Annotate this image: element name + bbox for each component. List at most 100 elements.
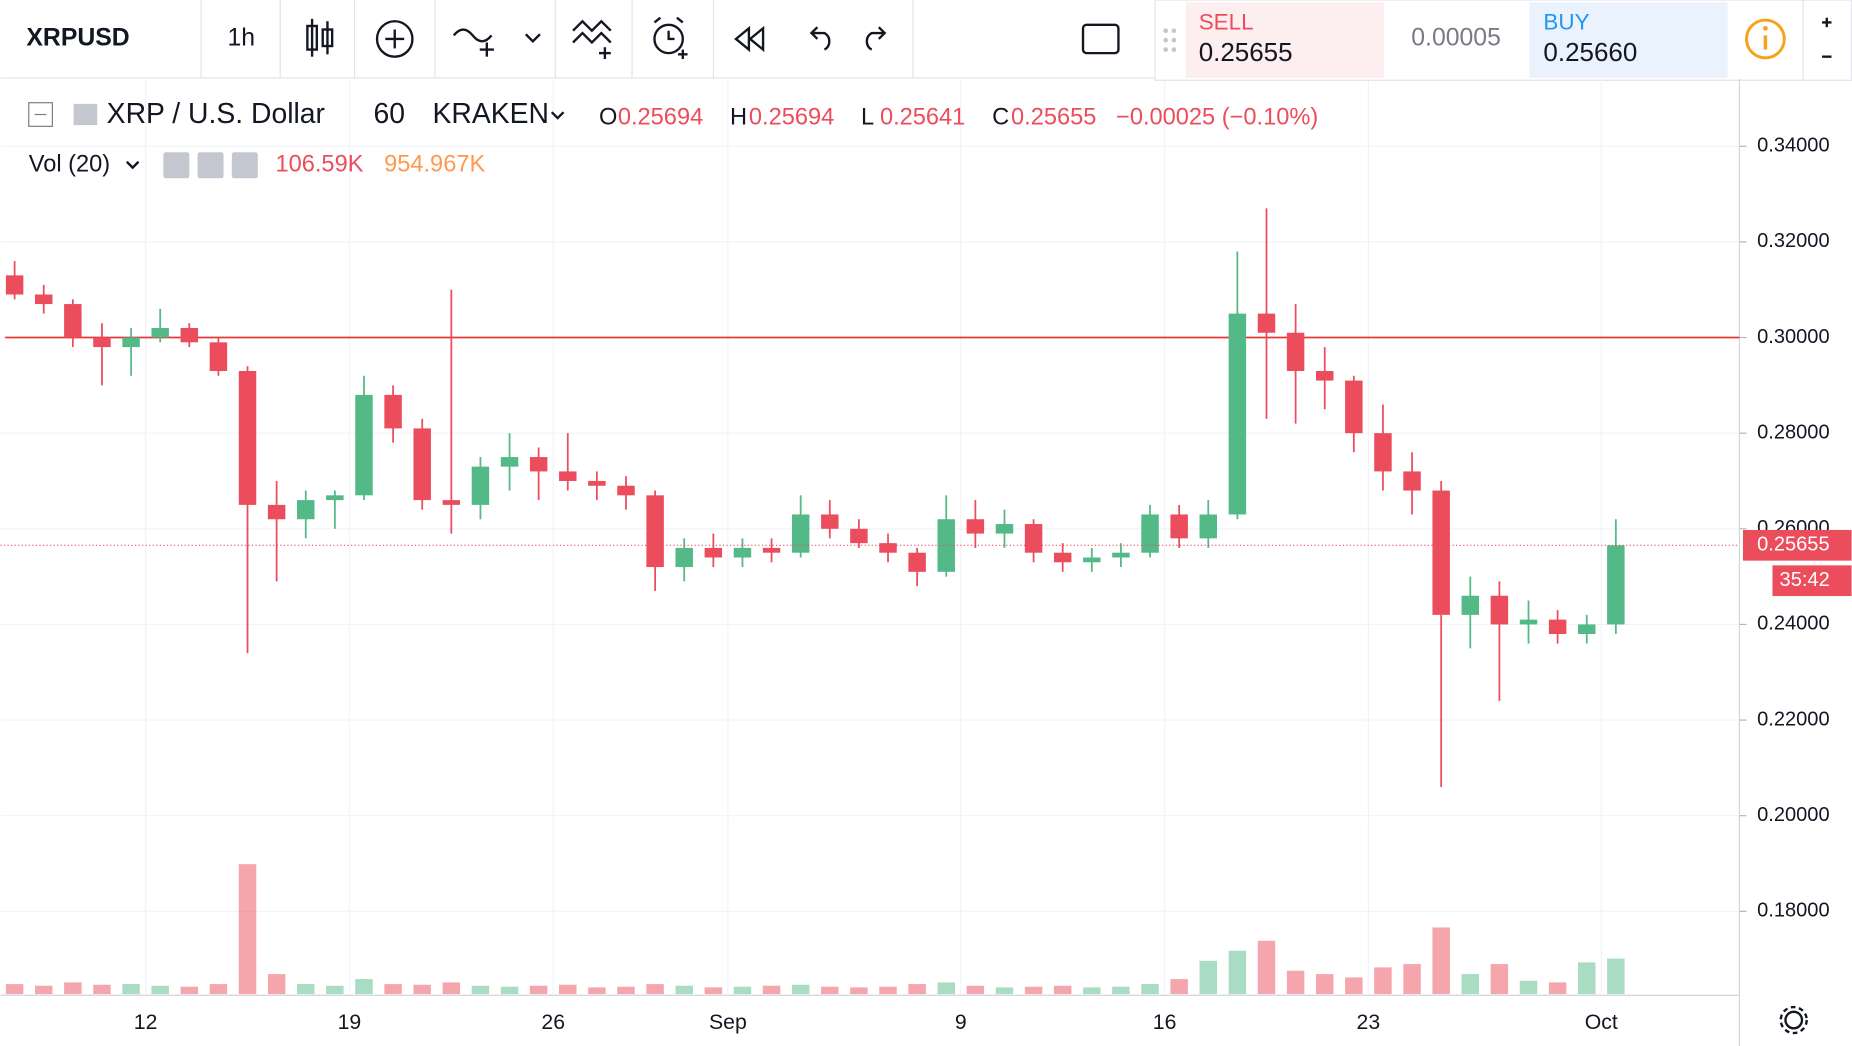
trade-panel: SELL 0.25655 0.00005 BUY 0.25660 — [1154, 0, 1852, 81]
candle-body — [93, 337, 111, 348]
buy-button[interactable] — [1529, 2, 1728, 78]
replay-icon[interactable] — [734, 25, 765, 53]
sell-label: SELL — [1199, 10, 1254, 35]
ohlc-value: 0.25655 — [1011, 104, 1096, 130]
candle-body — [384, 394, 402, 429]
candle-body — [1286, 332, 1305, 372]
candle-body — [1403, 471, 1421, 491]
volume-bar — [1024, 986, 1043, 995]
candle-body — [791, 514, 810, 553]
zoom-buttons[interactable] — [1822, 17, 1832, 58]
volume-bar — [1490, 964, 1509, 995]
x-tick-label: 16 — [1153, 1010, 1177, 1034]
volume-bar — [267, 974, 286, 995]
interval[interactable]: 1h — [227, 25, 255, 52]
volume-bar — [879, 986, 897, 995]
legend-change: −0.00025 (−0.10%) — [1116, 104, 1318, 130]
volume-bar — [995, 987, 1014, 995]
y-tick-label: 0.28000 — [1757, 421, 1829, 443]
last-price-label: 0.25655 — [1757, 534, 1829, 556]
volume-bar — [1519, 980, 1538, 995]
candles-icon[interactable] — [306, 18, 334, 57]
candle-body — [617, 485, 635, 496]
last-price-box — [1742, 529, 1852, 561]
volume-bar — [1403, 964, 1421, 995]
legend: XRP / U.S. Dollar 60 KRAKEN O 0.25694 H 0.2… — [28, 98, 1318, 179]
sell-button[interactable] — [1185, 2, 1385, 78]
volume-bar — [733, 986, 752, 995]
candle-body — [1490, 595, 1509, 625]
candle-body — [821, 514, 839, 529]
fullscreen-icon[interactable] — [1081, 23, 1120, 55]
volume-bar — [1170, 979, 1188, 995]
plot: 0.180000.200000.220000.240000.260000.280… — [0, 80, 1852, 1034]
undo-icon[interactable] — [809, 26, 831, 51]
candle-body — [1141, 514, 1159, 553]
volume-bar — [704, 987, 723, 995]
volume-bar — [297, 984, 315, 995]
volume-bar — [442, 982, 461, 995]
y-tick-label: 0.34000 — [1757, 135, 1829, 157]
alert-icon[interactable] — [653, 16, 688, 60]
compare-icon[interactable] — [452, 28, 541, 57]
volume-bar — [384, 984, 402, 995]
volume-bar — [1286, 970, 1305, 995]
candle-body — [1578, 624, 1596, 634]
candle-body — [908, 552, 926, 572]
candle-body — [355, 394, 373, 496]
ohlc-value: 0.25641 — [880, 104, 965, 130]
candle-body — [180, 327, 199, 343]
candle-body — [442, 500, 461, 505]
volume-bar — [1228, 950, 1247, 995]
candle-body — [1257, 313, 1276, 333]
candle-body — [413, 428, 431, 501]
volume-bar — [355, 979, 373, 995]
volume-bar — [588, 987, 606, 995]
volume-bar — [180, 986, 199, 995]
x-tick-label: 9 — [955, 1010, 967, 1034]
volume-bar — [908, 984, 926, 995]
symbol[interactable]: XRPUSD — [26, 25, 129, 52]
settings-icon[interactable] — [1779, 1005, 1808, 1035]
candle-body — [122, 337, 140, 348]
redo-icon[interactable] — [865, 26, 887, 51]
buy-label: BUY — [1543, 10, 1589, 35]
volume-bar — [238, 864, 257, 995]
candle-body — [529, 457, 548, 472]
templates-icon[interactable] — [572, 19, 612, 60]
volume-bar — [1345, 977, 1363, 995]
volume-bar — [64, 982, 82, 995]
volume-bar — [1315, 974, 1334, 995]
volume-bar — [646, 984, 664, 995]
volume-controls[interactable] — [163, 152, 258, 179]
volume-bar — [1432, 927, 1450, 995]
info-icon[interactable] — [1745, 18, 1786, 60]
y-tick-label: 0.22000 — [1757, 708, 1829, 730]
volume-bar — [559, 984, 577, 995]
candle-body — [35, 294, 53, 305]
volume-bar — [675, 985, 693, 995]
candle-body — [559, 471, 577, 481]
indicator-icon[interactable] — [375, 20, 414, 58]
x-tick-label: 23 — [1357, 1010, 1381, 1034]
volume-bar — [762, 985, 781, 995]
volume-bar — [617, 986, 635, 995]
buy-price: 0.25660 — [1543, 37, 1637, 67]
y-tick-label: 0.20000 — [1757, 804, 1829, 826]
collapse-icon[interactable] — [28, 102, 53, 127]
volume-bar — [791, 984, 810, 995]
ohlc-label: H — [730, 104, 747, 130]
candle-body — [588, 480, 606, 486]
volume-bar — [529, 985, 548, 995]
y-tick-label: 0.24000 — [1757, 613, 1829, 635]
ohlc-label: O — [599, 104, 617, 130]
candle-body — [1199, 514, 1218, 539]
volume-bar — [1461, 974, 1480, 995]
volume-bar — [93, 984, 111, 995]
volume-bar — [1053, 985, 1072, 995]
candle-body — [762, 547, 781, 553]
candle-body — [5, 275, 24, 295]
